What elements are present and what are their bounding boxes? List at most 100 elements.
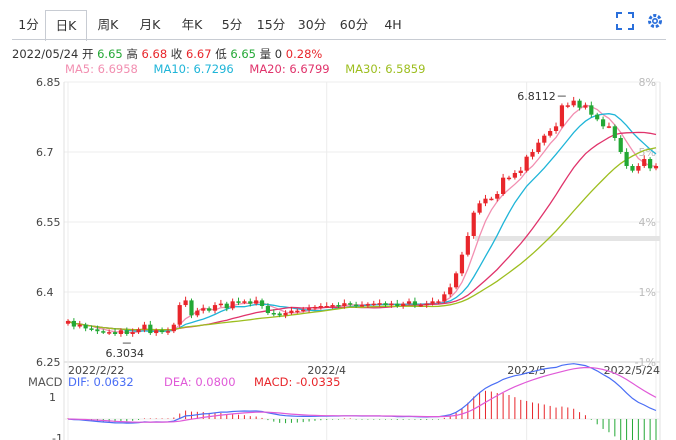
candle bbox=[542, 133, 547, 146]
dea-line bbox=[67, 366, 657, 423]
candle bbox=[118, 328, 124, 337]
candle bbox=[248, 298, 253, 307]
candle bbox=[342, 299, 347, 309]
tab-3[interactable]: 月K bbox=[139, 17, 161, 32]
info-open-label: 开 bbox=[81, 47, 94, 61]
info-high-label: 高 bbox=[126, 47, 138, 61]
candle bbox=[354, 301, 359, 308]
candle bbox=[430, 297, 435, 306]
tab-9[interactable]: 4H bbox=[384, 17, 402, 32]
candle bbox=[330, 303, 335, 309]
candle bbox=[336, 302, 341, 308]
candle bbox=[107, 329, 112, 335]
ma30-legend: MA30: 6.5859 bbox=[345, 62, 426, 76]
candle bbox=[477, 200, 482, 215]
date-tick-1: 2022/4 bbox=[307, 364, 346, 377]
candle bbox=[436, 299, 441, 305]
candle bbox=[201, 304, 206, 314]
tab-5[interactable]: 5分 bbox=[221, 17, 243, 32]
candle bbox=[589, 101, 594, 118]
date-tick-2: 2022/5 bbox=[507, 364, 546, 377]
candle bbox=[512, 170, 517, 180]
candle bbox=[630, 164, 635, 173]
candle bbox=[195, 307, 200, 318]
candle bbox=[653, 163, 659, 171]
candle bbox=[465, 232, 470, 257]
percent-tick-4: -1% bbox=[635, 356, 656, 369]
tab-2[interactable]: 周K bbox=[97, 17, 119, 32]
candle bbox=[165, 327, 171, 335]
candle bbox=[501, 173, 506, 196]
candle bbox=[142, 321, 147, 333]
info-close: 6.67 bbox=[185, 47, 212, 61]
ma5-legend: MA5: 6.6958 bbox=[65, 62, 138, 76]
info-date: 2022/05/24 bbox=[12, 47, 79, 61]
candle bbox=[171, 322, 176, 334]
candle bbox=[636, 163, 641, 174]
tab-6[interactable]: 15分 bbox=[256, 17, 286, 32]
candle bbox=[453, 271, 459, 290]
candle bbox=[612, 124, 617, 141]
candle bbox=[600, 116, 606, 130]
ohlc-info-line: 2022/05/24 开 6.65 高 6.68 收 6.67 低 6.65 量… bbox=[12, 46, 322, 62]
candle bbox=[565, 102, 570, 109]
candle bbox=[424, 300, 429, 308]
candle bbox=[553, 122, 559, 134]
tab-divider bbox=[12, 39, 666, 40]
fullscreen-icon[interactable] bbox=[616, 12, 634, 30]
candle bbox=[318, 303, 323, 310]
kline-chart[interactable]: 6.856.76.556.46.25 8%5%4%1%-1% 2022/2/22… bbox=[0, 74, 676, 440]
candle bbox=[418, 303, 423, 307]
candle bbox=[283, 310, 288, 319]
period-tab-bar: 1分 日K 周K 月K 年K 5分 15分 30分 60分 4H bbox=[0, 0, 676, 44]
candle bbox=[389, 300, 394, 308]
tab-0[interactable]: 1分 bbox=[18, 17, 39, 32]
chart-grid bbox=[63, 81, 661, 440]
gear-icon[interactable] bbox=[646, 12, 664, 30]
candle bbox=[89, 325, 94, 332]
candle bbox=[289, 306, 294, 315]
min-price-label: 6.3034 bbox=[106, 347, 145, 360]
info-open: 6.65 bbox=[97, 47, 123, 61]
candle bbox=[230, 298, 235, 311]
candle bbox=[359, 301, 365, 307]
percent-axis: 8%5%4%1%-1% bbox=[635, 76, 656, 369]
candle bbox=[189, 298, 194, 319]
info-low: 6.65 bbox=[230, 47, 256, 61]
candle bbox=[530, 149, 535, 160]
candle bbox=[571, 96, 576, 108]
candle bbox=[483, 194, 488, 207]
candle bbox=[365, 302, 370, 308]
moving-average-lines bbox=[67, 104, 657, 334]
percent-tick-0: 8% bbox=[639, 76, 656, 89]
max-price-label: 6.8112 bbox=[517, 90, 556, 103]
price-tick-3: 6.4 bbox=[36, 286, 54, 299]
price-axis: 6.85 6.7 6.55 6.4 6.25 bbox=[36, 76, 61, 369]
candle bbox=[265, 303, 271, 315]
candle bbox=[136, 327, 141, 334]
candle bbox=[101, 329, 106, 334]
extreme-markers: 6.8112 6.3034 bbox=[106, 90, 566, 360]
candle bbox=[624, 148, 629, 169]
prev-close-band bbox=[475, 236, 660, 241]
candle bbox=[77, 320, 82, 329]
info-close-label: 收 bbox=[170, 47, 183, 61]
ma-legend: MA5: 6.6958 MA10: 6.7296 MA20: 6.6799 MA… bbox=[65, 62, 437, 76]
candle bbox=[471, 210, 476, 239]
macd-panel: MACD DIF: 0.0632 DEA: 0.0800 MACD: -0.03… bbox=[28, 363, 660, 440]
candle bbox=[177, 302, 182, 328]
tab-8[interactable]: 60分 bbox=[339, 17, 369, 32]
tab-7[interactable]: 30分 bbox=[297, 17, 327, 32]
date-tick-0: 2022/2/22 bbox=[68, 364, 124, 377]
candle bbox=[377, 299, 382, 307]
tab-1[interactable]: 日K bbox=[45, 10, 87, 41]
candle bbox=[648, 157, 653, 172]
candlesticks bbox=[65, 96, 659, 337]
macd-axis-bottom: -1 bbox=[52, 432, 63, 440]
candle bbox=[506, 175, 512, 181]
price-tick-4: 6.25 bbox=[36, 356, 61, 369]
candle bbox=[212, 302, 218, 314]
candle bbox=[301, 306, 306, 313]
tab-4[interactable]: 年K bbox=[181, 17, 203, 32]
candle bbox=[348, 301, 353, 307]
